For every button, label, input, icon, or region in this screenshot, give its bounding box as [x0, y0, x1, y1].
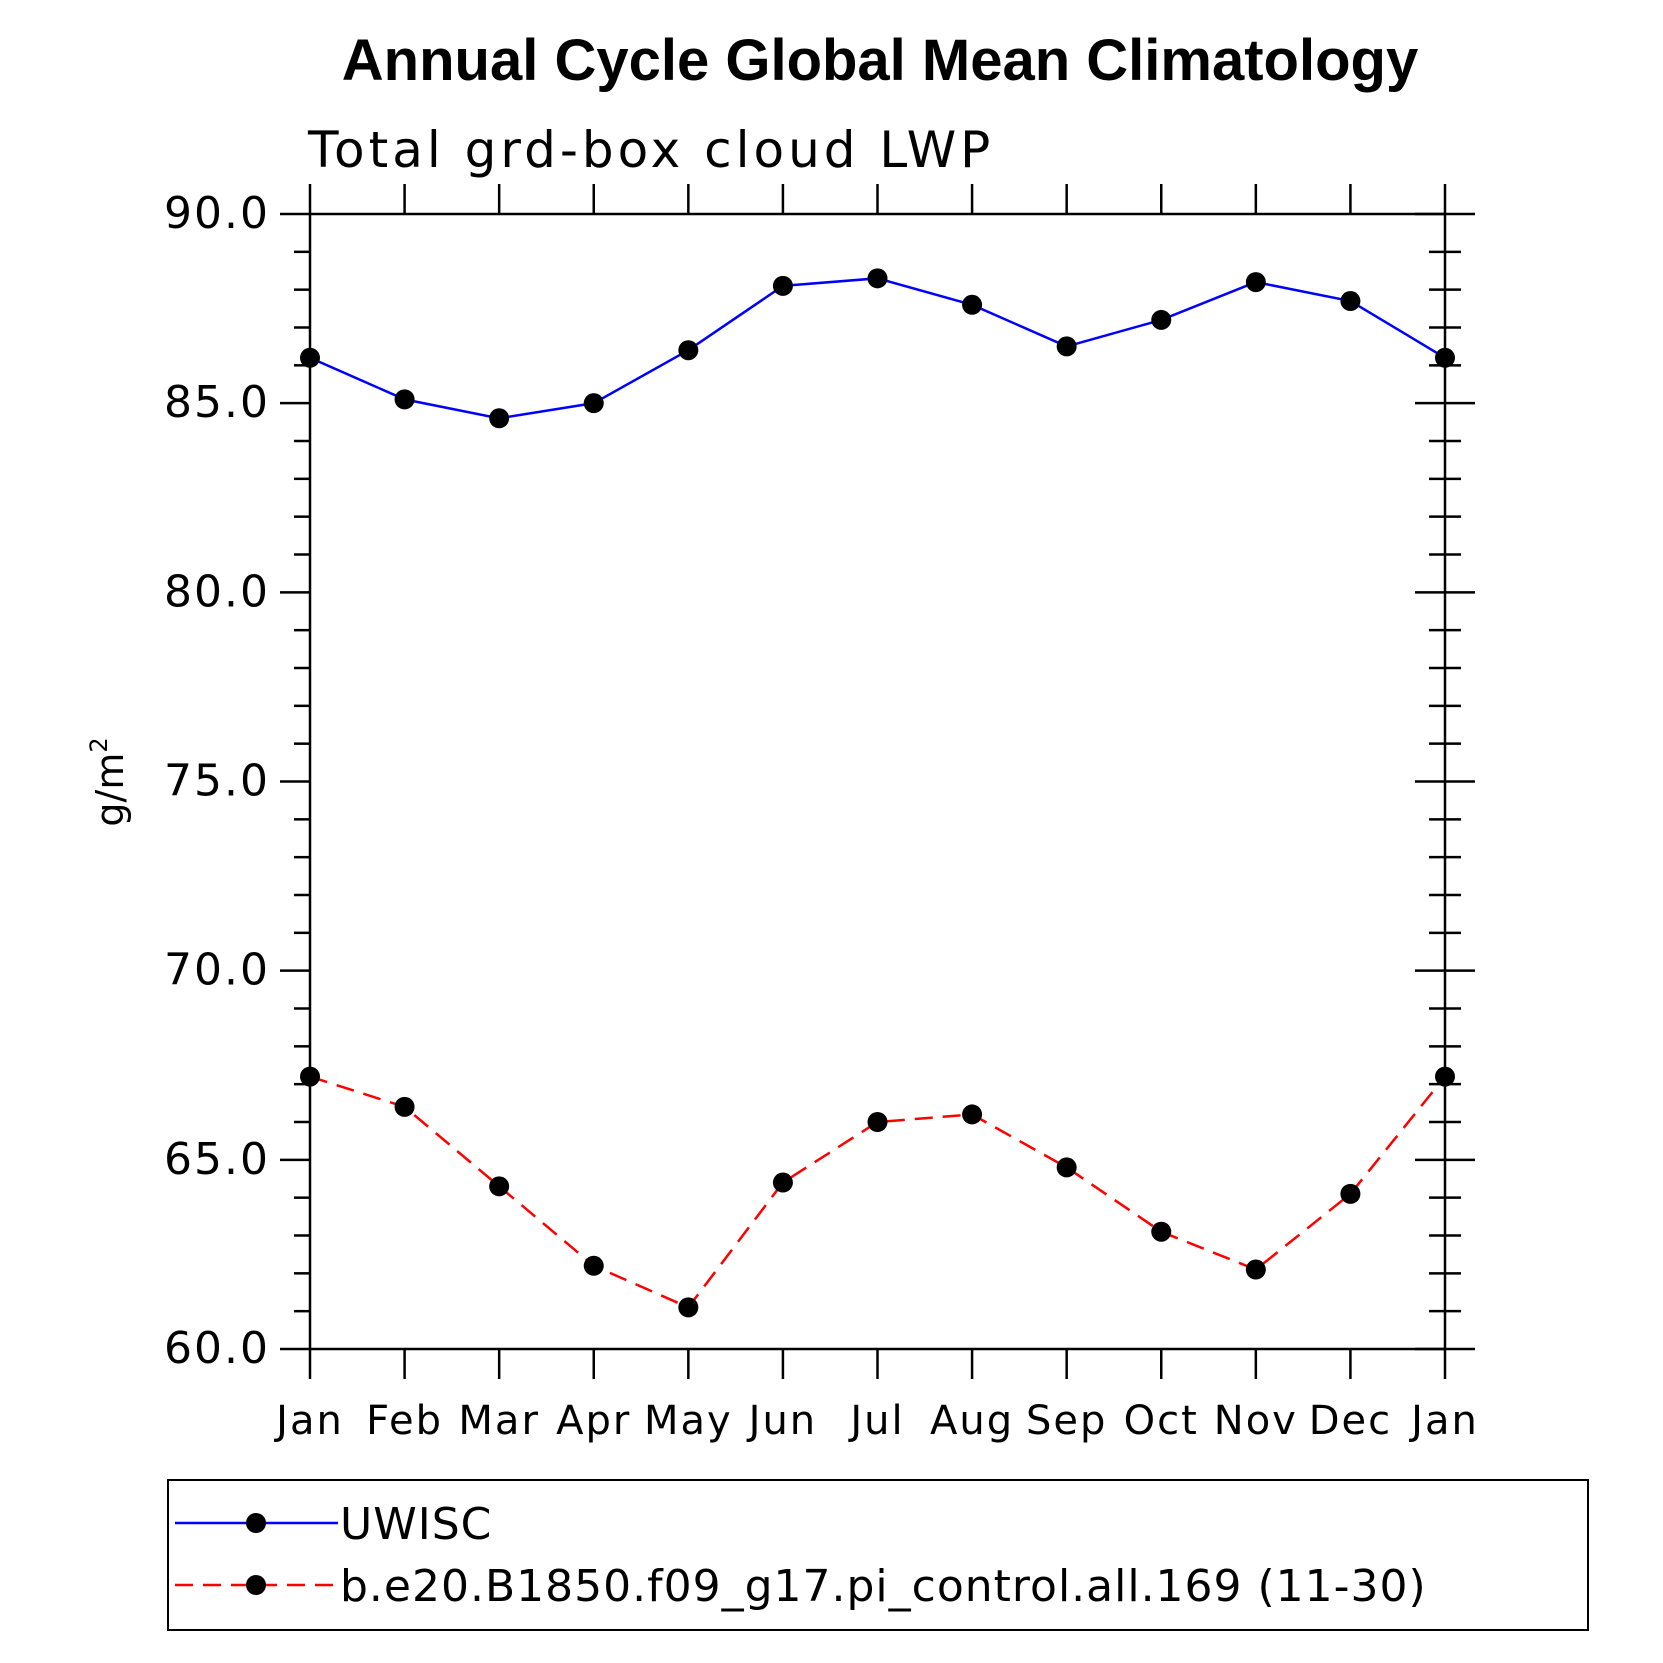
y-tick-label: 70.0 [164, 945, 270, 996]
y-tick-label: 80.0 [164, 566, 270, 617]
series-2-point [394, 1096, 415, 1117]
x-tick-label: Sep [1026, 1398, 1107, 1444]
y-axis-label: g/m2 [85, 737, 132, 826]
plot-frame [308, 212, 1447, 1351]
y-axis-label-unit: g/m [88, 753, 132, 827]
y-tick-label: 75.0 [164, 756, 270, 807]
series-1-point [489, 408, 510, 429]
x-tick-label: Jun [746, 1398, 818, 1444]
series-line-1 [309, 277, 1446, 420]
series-2-point [1245, 1259, 1266, 1280]
series-1-point [678, 340, 699, 361]
series-layer [300, 268, 1455, 1318]
y-tick-label: 85.0 [164, 377, 270, 428]
x-tick-label: Jul [847, 1398, 904, 1444]
y-tick-label: 60.0 [164, 1323, 270, 1374]
legend: UWISC b.e20.B1850.f09_g17.pi_control.all.… [167, 1479, 1589, 1631]
chart-subtitle: Total grd-box cloud LWP [307, 121, 994, 179]
legend-label-2: b.e20.B1850.f09_g17.pi_control.all.169 (… [340, 1561, 1427, 1612]
x-tick-labels: Jan Feb Mar Apr May Jun Jul Aug Sep Oct Nov Dec Jan [273, 1398, 1479, 1444]
x-tick-label: Dec [1309, 1398, 1392, 1444]
series-1-point [1245, 272, 1266, 293]
series-1-point [962, 294, 983, 315]
legend-marker-1 [246, 1513, 266, 1533]
series-1-point [1151, 309, 1172, 330]
x-tick-label: Oct [1124, 1398, 1199, 1444]
y-axis-label-superscript: 2 [85, 737, 113, 752]
series-2-point [1340, 1183, 1361, 1204]
series-1-point [867, 268, 888, 289]
series-2-point [867, 1112, 888, 1132]
series-line-2 [309, 1075, 1446, 1309]
y-tick-labels: 60.0 65.0 70.0 75.0 80.0 85.0 90.0 [164, 188, 270, 1374]
series-1-point [1340, 291, 1361, 312]
series-1-point [394, 389, 415, 410]
legend-label-1: UWISC [340, 1499, 492, 1550]
x-tick-label: Aug [930, 1398, 1014, 1444]
x-tick-label: Apr [556, 1398, 631, 1444]
x-tick-label: Jan [273, 1398, 344, 1444]
series-2-point [1151, 1221, 1172, 1242]
series-2-point [1056, 1157, 1077, 1178]
x-tick-label: Mar [458, 1398, 539, 1444]
series-2-point [489, 1176, 510, 1197]
x-tick-label: Jan [1408, 1398, 1479, 1444]
x-tick-label: Feb [366, 1398, 443, 1444]
series-2-point [583, 1255, 604, 1276]
series-1-point [772, 275, 793, 296]
y-tick-label: 90.0 [164, 188, 270, 239]
series-2-point [678, 1297, 699, 1318]
series-1-point [1056, 336, 1077, 357]
chart-title: Annual Cycle Global Mean Climatology [342, 28, 1418, 93]
x-tick-label: Nov [1214, 1398, 1298, 1444]
legend-box [167, 1479, 1589, 1631]
x-tick-label: May [644, 1398, 733, 1444]
series-1-point [583, 393, 604, 414]
series-2-point [962, 1104, 983, 1125]
series-2-point [772, 1172, 793, 1193]
y-tick-label: 65.0 [164, 1134, 270, 1185]
axis-ticks [280, 184, 1475, 1379]
legend-marker-2 [246, 1575, 266, 1595]
